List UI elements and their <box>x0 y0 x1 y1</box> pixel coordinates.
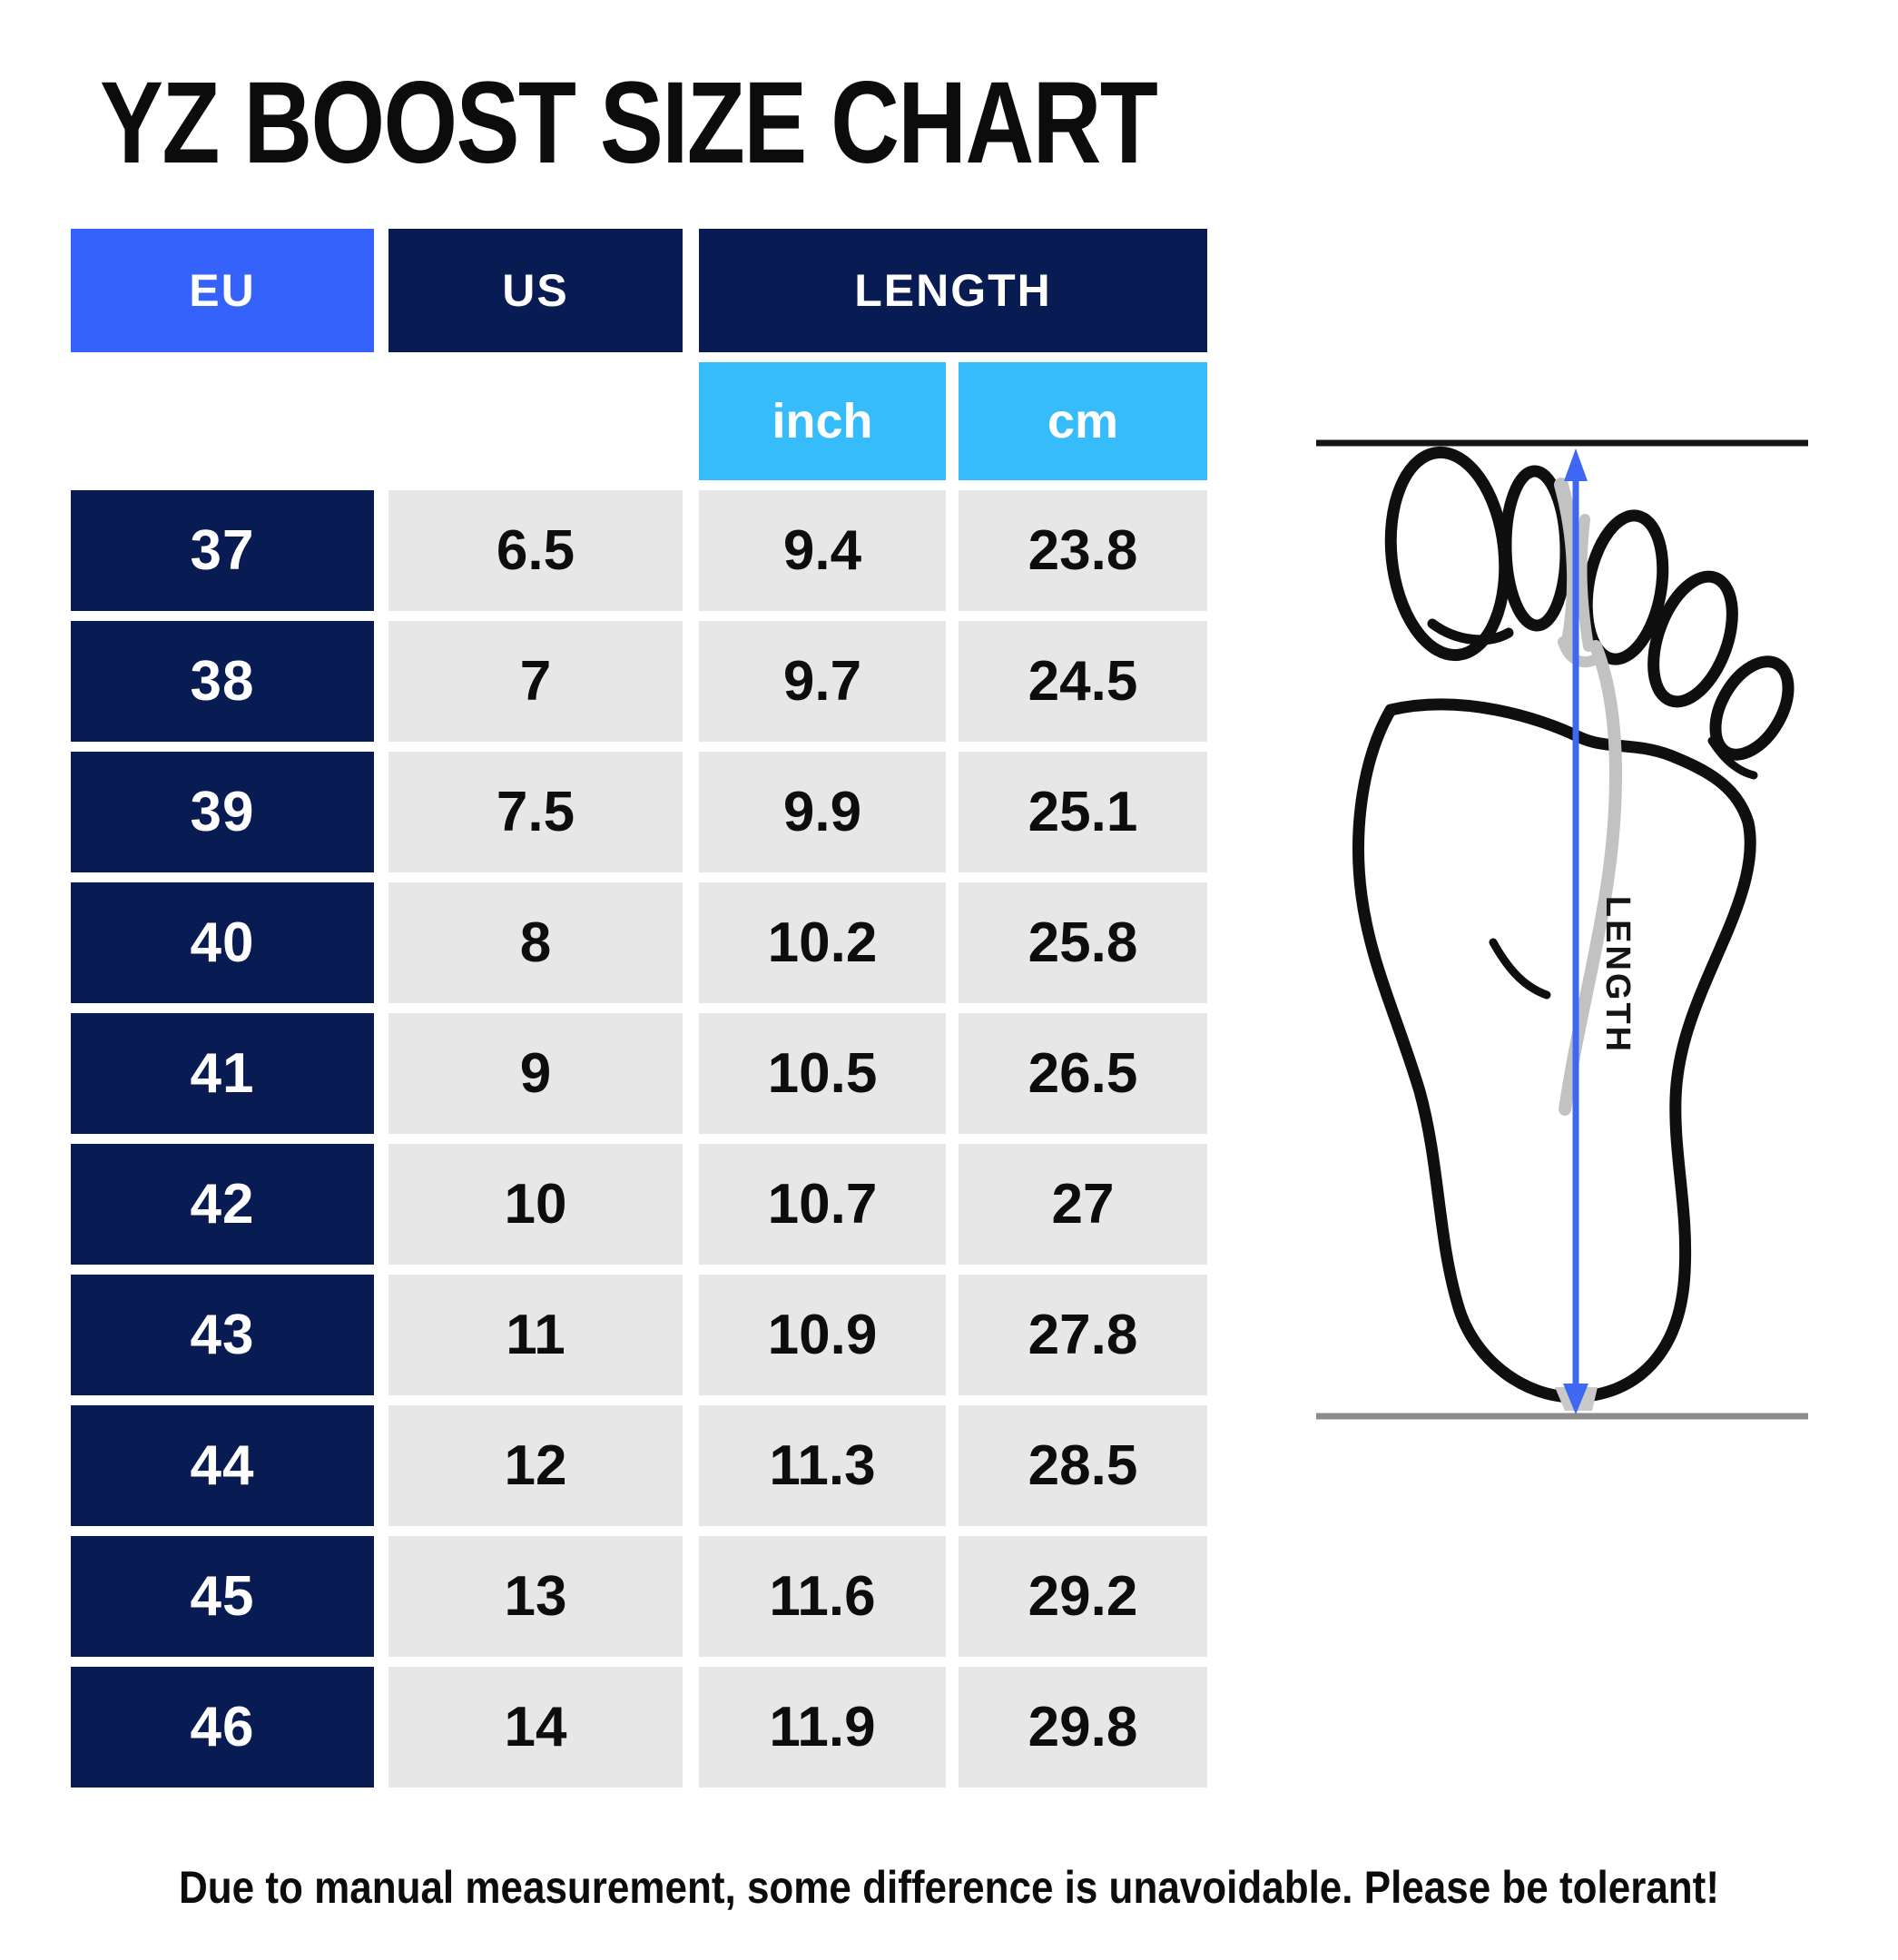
column-header-length: LENGTH <box>699 229 1207 352</box>
us-size-cell: 13 <box>388 1536 683 1657</box>
inch-length-cell: 11.6 <box>699 1536 946 1657</box>
foot-measurement-diagram: LENGTH <box>1307 438 1815 1427</box>
eu-size-cell: 38 <box>71 621 374 742</box>
column-header-us: US <box>388 229 683 352</box>
eu-size-cell: 39 <box>71 752 374 872</box>
eu-size-cell: 44 <box>71 1405 374 1526</box>
subheader-spacer <box>71 362 374 480</box>
eu-size-cell: 45 <box>71 1536 374 1657</box>
size-table: EU US LENGTH inch cm 37 6.5 9.4 23.8 38 … <box>71 229 1207 1797</box>
inch-length-cell: 9.9 <box>699 752 946 872</box>
us-size-cell: 10 <box>388 1144 683 1265</box>
us-size-cell: 12 <box>388 1405 683 1526</box>
table-row: 44 12 11.3 28.5 <box>71 1405 1207 1526</box>
footer-note: Due to manual measurement, some differen… <box>179 1862 1719 1913</box>
eu-size-cell: 40 <box>71 882 374 1003</box>
page-title: YZ BOOST SIZE CHART <box>100 58 1158 188</box>
subheader-spacer <box>388 362 683 480</box>
us-size-cell: 11 <box>388 1275 683 1395</box>
cm-length-cell: 25.8 <box>959 882 1207 1003</box>
inch-length-cell: 11.3 <box>699 1405 946 1526</box>
column-header-eu: EU <box>71 229 374 352</box>
cm-length-cell: 24.5 <box>959 621 1207 742</box>
eu-size-cell: 41 <box>71 1013 374 1134</box>
inch-length-cell: 11.9 <box>699 1667 946 1788</box>
eu-size-cell: 43 <box>71 1275 374 1395</box>
table-row: 39 7.5 9.9 25.1 <box>71 752 1207 872</box>
length-arrow <box>1563 448 1588 1414</box>
cm-length-cell: 27.8 <box>959 1275 1207 1395</box>
us-size-cell: 7 <box>388 621 683 742</box>
foot-outline-illustration <box>1352 446 1795 1404</box>
table-row: 42 10 10.7 27 <box>71 1144 1207 1265</box>
cm-length-cell: 26.5 <box>959 1013 1207 1134</box>
inch-length-cell: 10.9 <box>699 1275 946 1395</box>
eu-size-cell: 37 <box>71 490 374 611</box>
cm-length-cell: 25.1 <box>959 752 1207 872</box>
table-subheader-row: inch cm <box>71 362 1207 480</box>
us-size-cell: 8 <box>388 882 683 1003</box>
table-header-row: EU US LENGTH <box>71 229 1207 352</box>
table-row: 41 9 10.5 26.5 <box>71 1013 1207 1134</box>
table-row: 43 11 10.9 27.8 <box>71 1275 1207 1395</box>
eu-size-cell: 46 <box>71 1667 374 1788</box>
cm-length-cell: 27 <box>959 1144 1207 1265</box>
cm-length-cell: 29.2 <box>959 1536 1207 1657</box>
table-row: 46 14 11.9 29.8 <box>71 1667 1207 1788</box>
inch-length-cell: 9.7 <box>699 621 946 742</box>
table-row: 38 7 9.7 24.5 <box>71 621 1207 742</box>
table-row: 45 13 11.6 29.2 <box>71 1536 1207 1657</box>
cm-length-cell: 23.8 <box>959 490 1207 611</box>
us-size-cell: 14 <box>388 1667 683 1788</box>
inch-length-cell: 10.5 <box>699 1013 946 1134</box>
us-size-cell: 6.5 <box>388 490 683 611</box>
table-row: 40 8 10.2 25.8 <box>71 882 1207 1003</box>
eu-size-cell: 42 <box>71 1144 374 1265</box>
length-label: LENGTH <box>1598 896 1637 1054</box>
table-row: 37 6.5 9.4 23.8 <box>71 490 1207 611</box>
inch-length-cell: 10.7 <box>699 1144 946 1265</box>
cm-length-cell: 28.5 <box>959 1405 1207 1526</box>
us-size-cell: 7.5 <box>388 752 683 872</box>
column-header-cm: cm <box>959 362 1207 480</box>
column-header-inch: inch <box>699 362 946 480</box>
inch-length-cell: 9.4 <box>699 490 946 611</box>
us-size-cell: 9 <box>388 1013 683 1134</box>
inch-length-cell: 10.2 <box>699 882 946 1003</box>
cm-length-cell: 29.8 <box>959 1667 1207 1788</box>
